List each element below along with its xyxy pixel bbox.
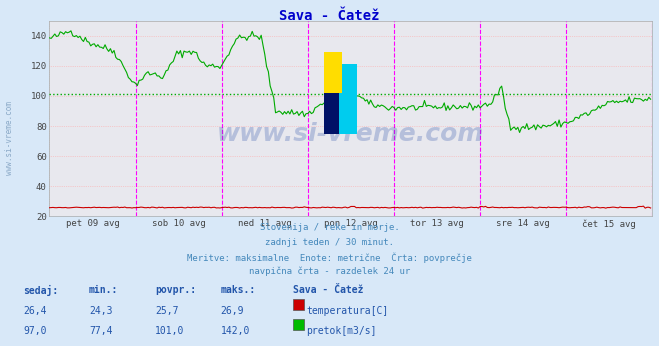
Bar xyxy=(324,93,339,134)
Text: min.:: min.: xyxy=(89,285,119,295)
Text: 25,7: 25,7 xyxy=(155,306,179,316)
Text: 24,3: 24,3 xyxy=(89,306,113,316)
Text: 26,4: 26,4 xyxy=(23,306,47,316)
Text: 101,0: 101,0 xyxy=(155,326,185,336)
Text: 26,9: 26,9 xyxy=(221,306,244,316)
Text: www.si-vreme.com: www.si-vreme.com xyxy=(5,101,14,175)
Text: Sava - Čatež: Sava - Čatež xyxy=(293,285,364,295)
Text: 77,4: 77,4 xyxy=(89,326,113,336)
Text: www.si-vreme.com: www.si-vreme.com xyxy=(217,122,484,146)
Text: sedaj:: sedaj: xyxy=(23,285,58,297)
Text: 142,0: 142,0 xyxy=(221,326,250,336)
Text: 97,0: 97,0 xyxy=(23,326,47,336)
Bar xyxy=(324,52,342,93)
Text: povpr.:: povpr.: xyxy=(155,285,196,295)
Text: pretok[m3/s]: pretok[m3/s] xyxy=(306,326,377,336)
Text: maks.:: maks.: xyxy=(221,285,256,295)
Text: navpična črta - razdelek 24 ur: navpična črta - razdelek 24 ur xyxy=(249,267,410,276)
Text: Sava - Čatež: Sava - Čatež xyxy=(279,9,380,22)
Text: Slovenija / reke in morje.: Slovenija / reke in morje. xyxy=(260,223,399,232)
Text: temperatura[C]: temperatura[C] xyxy=(306,306,389,316)
Text: Meritve: maksimalne  Enote: metrične  Črta: povprečje: Meritve: maksimalne Enote: metrične Črta… xyxy=(187,252,472,263)
Text: zadnji teden / 30 minut.: zadnji teden / 30 minut. xyxy=(265,238,394,247)
Bar xyxy=(339,64,357,134)
